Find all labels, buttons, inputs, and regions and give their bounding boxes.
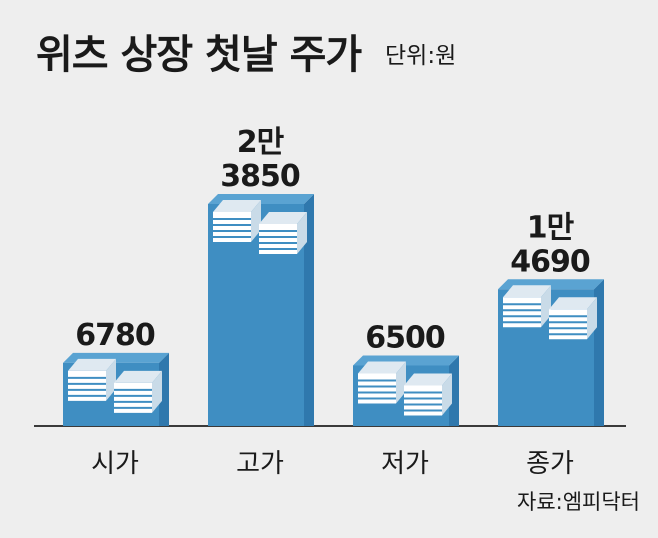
money-stack-icon (358, 361, 406, 406)
bar-1 (63, 352, 169, 426)
money-stack-icon (213, 200, 261, 244)
unit-label: 단위:원 (385, 43, 457, 69)
category-label: 저가 (381, 449, 429, 479)
category-label: 고가 (236, 449, 284, 479)
data-label: 1만 (527, 210, 575, 245)
money-stack-icon (404, 373, 452, 418)
money-stack-icon (503, 285, 551, 330)
bar-2 (208, 194, 314, 426)
bar-3 (353, 355, 459, 426)
source-label: 자료:엠피닥터 (517, 490, 640, 514)
money-stack-icon (549, 297, 597, 342)
bar-4 (498, 279, 604, 426)
chart-title: 위츠 상장 첫날 주가 (36, 32, 362, 78)
category-label: 시가 (91, 449, 139, 479)
money-stack-icon (259, 212, 307, 256)
data-label: 6500 (365, 320, 445, 355)
data-label: 3850 (220, 159, 300, 194)
data-label: 2만 (237, 125, 285, 160)
money-stack-icon (114, 370, 162, 415)
bar-side (449, 355, 459, 426)
data-label: 6780 (75, 318, 155, 353)
bar-side (304, 194, 314, 426)
money-stack-icon (68, 358, 116, 403)
category-label: 종가 (526, 449, 574, 479)
data-label: 4690 (510, 244, 590, 279)
